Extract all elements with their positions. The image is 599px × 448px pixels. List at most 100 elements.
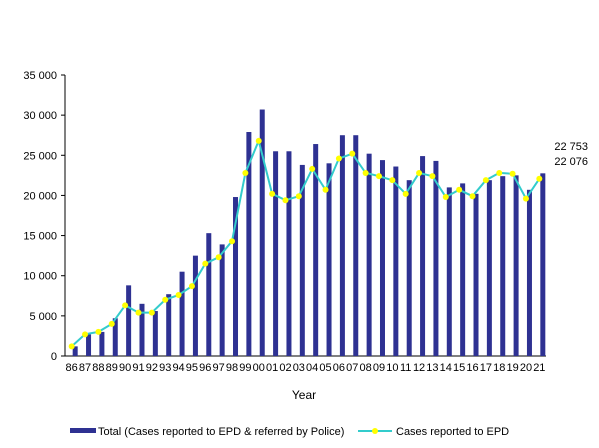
bar-total xyxy=(473,193,479,356)
bar-total xyxy=(460,183,466,356)
point-epd xyxy=(496,169,503,176)
x-axis: 86 87 88 89 90 91 92 93 94 95 96 97 98 99 00 01 02 03 04 05… xyxy=(65,355,546,374)
point-epd xyxy=(389,177,396,184)
point-epd xyxy=(509,170,516,177)
point-epd xyxy=(442,194,449,201)
point-epd xyxy=(536,175,543,182)
bar-total xyxy=(192,255,198,356)
point-epd xyxy=(269,190,276,197)
point-epd xyxy=(469,193,476,200)
x-tick-label: 09 xyxy=(373,362,385,374)
x-tick-label: 00 xyxy=(253,362,265,374)
x-tick-label: 10 xyxy=(386,362,398,374)
y-tick-label: 0 xyxy=(51,351,57,363)
point-epd xyxy=(215,254,222,261)
x-tick-label: 01 xyxy=(266,362,278,374)
data-label-epd-2021: 22 076 xyxy=(554,156,588,168)
bar-total xyxy=(206,233,212,356)
x-tick-label: 20 xyxy=(520,362,532,374)
bar-total xyxy=(446,187,452,356)
x-tick-label: 11 xyxy=(400,362,411,374)
x-tick-label: 08 xyxy=(360,362,372,374)
y-tick-label: 20 000 xyxy=(23,190,57,202)
point-epd xyxy=(362,169,369,176)
x-tick-label: 03 xyxy=(293,362,305,374)
point-epd xyxy=(68,343,75,350)
x-tick-label: 04 xyxy=(306,362,318,374)
point-epd xyxy=(522,195,529,202)
bar-total xyxy=(406,180,412,356)
legend-label-total: Total (Cases reported to EPD & referred … xyxy=(98,426,344,438)
legend-swatch-epd-marker xyxy=(372,428,378,434)
data-labels: 22 753 22 076 xyxy=(554,141,588,168)
x-tick-label: 90 xyxy=(119,362,131,374)
point-epd xyxy=(148,309,155,316)
x-tick-label: 12 xyxy=(413,362,425,374)
bar-total xyxy=(219,244,225,356)
point-epd xyxy=(135,309,142,316)
bar-total xyxy=(433,160,439,356)
bar-total xyxy=(179,271,185,356)
point-epd xyxy=(322,186,329,193)
point-epd xyxy=(309,165,316,172)
y-tick-label: 30 000 xyxy=(23,110,57,122)
y-tick-label: 10 000 xyxy=(23,271,57,283)
point-epd xyxy=(282,197,289,204)
bar-total xyxy=(166,294,172,356)
x-tick-label: 91 xyxy=(132,362,144,374)
x-axis-title: Year xyxy=(292,388,316,402)
bar-series-total xyxy=(72,109,546,356)
point-epd xyxy=(402,190,409,197)
x-tick-label: 07 xyxy=(346,362,358,374)
point-epd xyxy=(95,328,102,335)
bar-total xyxy=(339,135,345,356)
x-tick-label: 99 xyxy=(239,362,251,374)
bar-total xyxy=(246,132,252,356)
bar-total xyxy=(72,346,78,356)
legend: Total (Cases reported to EPD & referred … xyxy=(70,426,509,438)
point-epd xyxy=(456,186,463,193)
bar-total xyxy=(139,303,145,356)
point-epd xyxy=(188,283,195,290)
point-epd xyxy=(122,302,129,309)
bar-total xyxy=(379,160,385,356)
bar-total xyxy=(500,176,506,356)
bar-total xyxy=(366,153,372,356)
point-epd xyxy=(416,169,423,176)
point-epd xyxy=(375,173,382,180)
x-tick-label: 93 xyxy=(159,362,171,374)
bar-total xyxy=(99,331,105,356)
x-tick-label: 94 xyxy=(172,362,184,374)
bar-total xyxy=(112,318,118,356)
point-epd xyxy=(162,296,169,303)
x-tick-label: 89 xyxy=(106,362,118,374)
x-tick-label: 02 xyxy=(279,362,291,374)
bar-total xyxy=(126,285,132,356)
x-tick-label: 95 xyxy=(186,362,198,374)
point-epd xyxy=(429,173,436,180)
point-epd xyxy=(108,320,115,327)
y-axis: 0 5 000 10 000 15 000 20 000 25 000 30 000 35 0… xyxy=(23,70,66,363)
point-epd xyxy=(175,291,182,298)
bar-total xyxy=(326,163,332,356)
x-tick-label: 21 xyxy=(533,362,545,374)
bar-total xyxy=(540,173,546,356)
line-series-epd xyxy=(68,137,543,350)
legend-swatch-total xyxy=(70,428,96,433)
x-tick-label: 17 xyxy=(480,362,492,374)
point-epd xyxy=(349,150,356,157)
x-tick-label: 97 xyxy=(213,362,225,374)
bar-total xyxy=(286,151,292,356)
x-tick-label: 19 xyxy=(506,362,518,374)
point-epd xyxy=(255,137,262,144)
x-tick-label: 96 xyxy=(199,362,211,374)
x-tick-label: 87 xyxy=(79,362,91,374)
bar-total xyxy=(486,180,492,356)
x-tick-label: 14 xyxy=(440,362,452,374)
y-tick-label: 35 000 xyxy=(23,70,57,82)
point-epd xyxy=(82,331,89,338)
x-tick-label: 05 xyxy=(319,362,331,374)
legend-label-epd: Cases reported to EPD xyxy=(396,426,509,438)
x-tick-label: 16 xyxy=(466,362,478,374)
